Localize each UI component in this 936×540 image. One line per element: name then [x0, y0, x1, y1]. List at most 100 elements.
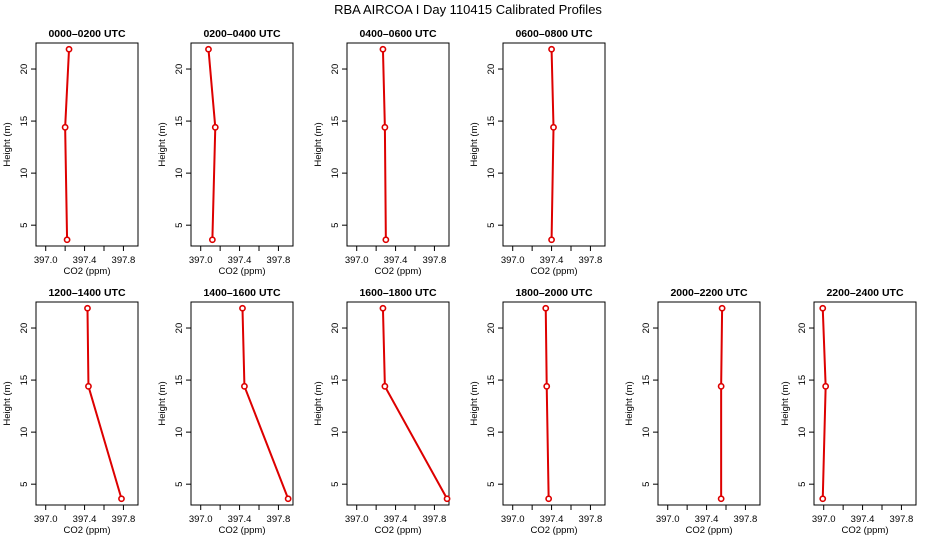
panel-title: 1400–1600 UTC [203, 287, 280, 299]
y-tick-label: 20 [19, 64, 30, 75]
y-tick-label: 20 [19, 323, 30, 334]
data-point [543, 382, 551, 390]
x-tick-label: 397.0 [812, 514, 836, 525]
y-tick-label: 5 [174, 223, 185, 228]
x-tick-label: 397.0 [501, 255, 525, 266]
y-axis-label: Height (m) [469, 381, 480, 425]
panel-title: 1600–1800 UTC [359, 287, 436, 299]
data-point [717, 382, 725, 390]
data-point [211, 123, 219, 131]
x-axis-label: CO2 (ppm) [686, 525, 733, 536]
panel-title: 0200–0400 UTC [203, 28, 280, 40]
panel-title: 0600–0800 UTC [515, 28, 592, 40]
data-point [205, 45, 212, 53]
data-point [84, 304, 91, 312]
y-tick-label: 15 [641, 375, 652, 386]
x-tick-label: 397.8 [112, 255, 136, 266]
y-axis-label: Height (m) [2, 122, 13, 166]
data-point [381, 123, 389, 131]
y-tick-label: 5 [486, 223, 497, 228]
x-axis-label: CO2 (ppm) [375, 525, 422, 536]
y-tick-label: 20 [330, 64, 341, 75]
y-tick-label: 10 [19, 168, 30, 179]
data-point [379, 304, 387, 312]
x-axis-label: CO2 (ppm) [64, 266, 111, 277]
y-tick-label: 15 [174, 375, 185, 386]
data-point [548, 45, 555, 53]
y-tick-label: 10 [330, 168, 341, 179]
data-point [239, 304, 246, 312]
data-point [550, 123, 557, 131]
plot-frame [502, 301, 606, 506]
y-tick-label: 10 [797, 427, 808, 438]
data-point [65, 45, 73, 53]
x-tick-label: 397.4 [228, 255, 252, 266]
y-tick-label: 20 [641, 323, 652, 334]
y-tick-label: 20 [174, 64, 185, 75]
x-tick-label: 397.0 [345, 255, 369, 266]
profile-line [241, 308, 290, 500]
data-point [548, 236, 555, 244]
y-axis-label: Height (m) [469, 122, 480, 166]
x-tick-label: 397.8 [579, 255, 603, 266]
data-point [118, 495, 125, 503]
data-point [718, 304, 726, 312]
data-point [208, 236, 216, 244]
x-axis-label: CO2 (ppm) [375, 266, 422, 277]
data-point [382, 236, 390, 244]
profile-line [720, 308, 724, 499]
y-tick-label: 15 [486, 375, 497, 386]
data-point [443, 495, 451, 503]
data-point [63, 236, 71, 244]
y-tick-label: 20 [174, 323, 185, 334]
y-tick-label: 10 [330, 427, 341, 438]
y-tick-label: 10 [641, 427, 652, 438]
data-point [819, 304, 827, 312]
panel-title: 2000–2200 UTC [670, 287, 747, 299]
y-tick-label: 5 [641, 482, 652, 487]
x-tick-label: 397.4 [73, 255, 97, 266]
panel-title: 0400–0600 UTC [359, 28, 436, 40]
y-tick-label: 5 [330, 223, 341, 228]
data-point [717, 495, 725, 503]
profile-line [207, 49, 217, 240]
y-axis-label: Height (m) [157, 122, 168, 166]
x-tick-label: 397.0 [501, 514, 525, 525]
profile-line [821, 308, 827, 499]
profile-line [64, 49, 71, 240]
plot-frame [502, 42, 606, 247]
x-tick-label: 397.8 [734, 514, 758, 525]
x-tick-label: 397.4 [540, 255, 564, 266]
x-tick-label: 397.8 [423, 514, 447, 525]
x-tick-label: 397.0 [189, 514, 213, 525]
y-axis-label: Height (m) [624, 381, 635, 425]
profile-line [86, 308, 123, 500]
profile-line [550, 49, 555, 240]
x-axis-label: CO2 (ppm) [64, 525, 111, 536]
data-point [542, 304, 550, 312]
x-tick-label: 397.4 [695, 514, 719, 525]
plot-frame [657, 301, 761, 506]
x-axis-label: CO2 (ppm) [219, 266, 266, 277]
data-point [241, 382, 248, 390]
panel-title: 1200–1400 UTC [48, 287, 125, 299]
y-tick-label: 15 [330, 375, 341, 386]
x-tick-label: 397.4 [228, 514, 252, 525]
y-tick-label: 15 [486, 116, 497, 127]
x-tick-label: 397.0 [189, 255, 213, 266]
data-point [61, 123, 69, 131]
y-tick-label: 10 [174, 168, 185, 179]
y-tick-label: 20 [486, 323, 497, 334]
data-point [381, 382, 389, 390]
x-tick-label: 397.8 [267, 514, 291, 525]
x-axis-label: CO2 (ppm) [531, 525, 578, 536]
x-tick-label: 397.8 [579, 514, 603, 525]
figure-title: RBA AIRCOA I Day 110415 Calibrated Profi… [334, 2, 602, 17]
data-point [284, 495, 292, 503]
